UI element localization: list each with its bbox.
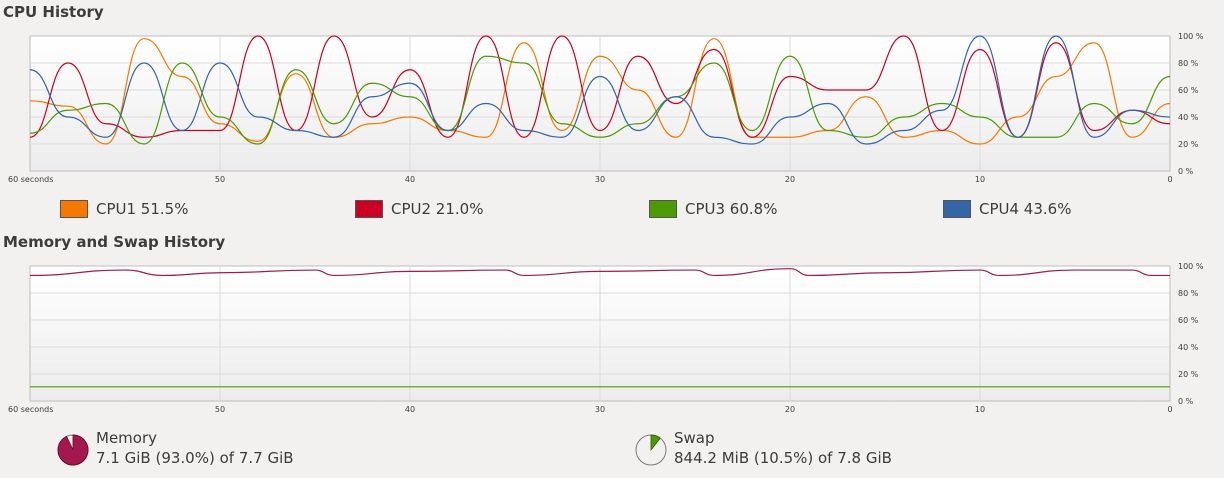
mem-y-tick-label: 80 % [1178, 289, 1199, 298]
cpu-x-tick-label: 20 [785, 175, 795, 184]
cpu-history-graph: 100 % 80 % 60 % 40 % 20 % 0 % 60 seconds 50 40 30… [8, 32, 1204, 184]
memory-history-title: Memory and Swap History [3, 233, 226, 251]
legend-cpu4: CPU4 43.6% [943, 200, 1071, 218]
cpu3-legend-label: CPU3 60.8% [685, 200, 778, 218]
mem-y-tick-label: 20 % [1178, 370, 1199, 379]
mem-series-memory-line [29, 268, 1170, 277]
swap-pie-icon[interactable] [634, 433, 668, 467]
cpu-x-tick-label: 0 [1167, 175, 1172, 184]
cpu2-color-swatch[interactable] [355, 200, 383, 218]
swap-value: 844.2 MiB (10.5%) of 7.8 GiB [674, 449, 892, 467]
mem-y-tick-label: 100 % [1178, 262, 1204, 271]
mem-y-tick-label: 0 % [1178, 397, 1194, 406]
cpu3-color-swatch[interactable] [649, 200, 677, 218]
cpu-x-tick-label: 10 [975, 175, 985, 184]
cpu-y-tick-label: 100 % [1178, 32, 1204, 41]
memory-label: Memory [96, 429, 158, 447]
mem-x-tick-label: 30 [595, 405, 605, 414]
swap-summary: Swap 844.2 MiB (10.5%) of 7.8 GiB [634, 429, 892, 469]
mem-x-tick-label: 40 [405, 405, 415, 414]
cpu-x-tick-label: 30 [595, 175, 605, 184]
cpu-x-tick-label: 50 [215, 175, 225, 184]
mem-y-tick-label: 40 % [1178, 343, 1199, 352]
cpu-series-cpu1-line [29, 38, 1171, 145]
swap-label: Swap [674, 429, 715, 447]
cpu1-legend-label: CPU1 51.5% [96, 200, 189, 218]
cpu-history-title: CPU History [3, 3, 104, 21]
memory-swap-history-graph: 100 % 80 % 60 % 40 % 20 % 0 % 60 seconds 50 40 30… [8, 262, 1204, 414]
mem-y-tick-label: 60 % [1178, 316, 1199, 325]
legend-cpu1: CPU1 51.5% [60, 200, 188, 218]
legend-cpu3: CPU3 60.8% [649, 200, 777, 218]
cpu-x-tick-label: 60 seconds [8, 175, 53, 184]
cpu-series-cpu2-line [29, 35, 1171, 138]
cpu4-legend-label: CPU4 43.6% [979, 200, 1072, 218]
mem-x-tick-label: 60 seconds [8, 405, 53, 414]
cpu-y-tick-label: 0 % [1178, 167, 1194, 176]
cpu-y-tick-label: 40 % [1178, 113, 1199, 122]
cpu4-color-swatch[interactable] [943, 200, 971, 218]
cpu-series-cpu4-line [29, 35, 1171, 145]
legend-cpu2: CPU2 21.0% [355, 200, 483, 218]
mem-x-tick-label: 50 [215, 405, 225, 414]
cpu2-legend-label: CPU2 21.0% [391, 200, 484, 218]
mem-x-tick-label: 20 [785, 405, 795, 414]
cpu-series-cpu3-line [29, 55, 1171, 145]
cpu-y-tick-label: 20 % [1178, 140, 1199, 149]
memory-summary: Memory 7.1 GiB (93.0%) of 7.7 GiB [56, 429, 294, 469]
cpu-x-tick-label: 40 [405, 175, 415, 184]
cpu-y-tick-label: 80 % [1178, 59, 1199, 68]
cpu1-color-swatch[interactable] [60, 200, 88, 218]
memory-pie-icon[interactable] [56, 433, 90, 467]
cpu-y-tick-label: 60 % [1178, 86, 1199, 95]
mem-x-tick-label: 10 [975, 405, 985, 414]
mem-x-tick-label: 0 [1167, 405, 1172, 414]
memory-value: 7.1 GiB (93.0%) of 7.7 GiB [96, 449, 294, 467]
